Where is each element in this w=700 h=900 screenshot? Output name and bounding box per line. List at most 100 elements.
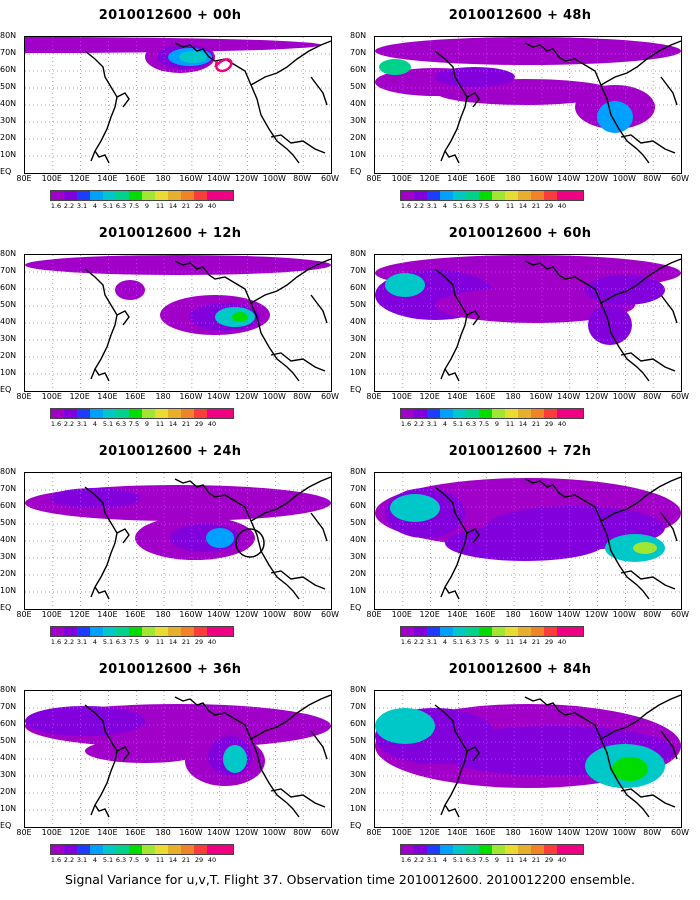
panel-title: 2010012600 + 84h	[448, 662, 592, 677]
colorbar-swatch	[116, 627, 129, 636]
longitude-label: 160W	[529, 828, 553, 837]
longitude-label: 140W	[557, 392, 581, 401]
variance-shading	[435, 67, 515, 87]
colorbar-label: 5.1	[452, 638, 464, 646]
latitude-label: 70N	[350, 484, 367, 493]
colorbar-swatch	[168, 627, 181, 636]
latitude-label: 20N	[0, 351, 17, 360]
latitude-label: 10N	[350, 150, 367, 159]
colorbar-swatch	[116, 845, 129, 854]
latitude-label: 20N	[350, 569, 367, 578]
longitude-label: 80E	[16, 828, 32, 837]
colorbar-label: 4	[442, 856, 448, 864]
colorbar-swatch	[466, 191, 479, 200]
colorbar-label: 7.5	[128, 638, 140, 646]
panel-title: 2010012600 + 48h	[448, 8, 592, 23]
longitude-label: 180	[155, 392, 171, 401]
colorbar-swatch	[466, 409, 479, 418]
longitude-label: 120W	[234, 828, 259, 837]
panel-title: 2010012600 + 24h	[98, 444, 242, 459]
colorbar-swatch	[90, 409, 103, 418]
longitude-label: 140E	[97, 174, 118, 183]
colorbar-label: 2.2	[413, 638, 425, 646]
longitude-label: 120E	[419, 828, 440, 837]
longitude-label: 160W	[179, 174, 203, 183]
colorbar-swatch	[155, 191, 168, 200]
colorbar-label: 4	[92, 638, 98, 646]
latitude-label: 30N	[0, 334, 17, 343]
latitude-label: 60N	[350, 719, 367, 728]
colorbar-swatch	[531, 409, 544, 418]
colorbar-label: 21	[181, 638, 191, 646]
colorbar-label: 11	[505, 856, 515, 864]
colorbar-swatch	[77, 627, 90, 636]
panel-title: 2010012600 + 00h	[98, 8, 242, 23]
map-panel: 2010012600 + 24h 80N 70N 60N 50N 40N 30N 20N 10N…	[0, 444, 340, 649]
colorbar-swatch	[142, 845, 155, 854]
longitude-label: 160W	[179, 392, 203, 401]
colorbar-label: 7.5	[128, 420, 140, 428]
longitude-label: 100W	[612, 610, 636, 619]
colorbar-swatch	[207, 191, 220, 200]
longitude-label: 120W	[584, 174, 609, 183]
colorbar-label: 7.5	[478, 202, 490, 210]
longitude-label: 140E	[97, 828, 118, 837]
variance-shading	[379, 59, 411, 75]
colorbar-swatch	[90, 191, 103, 200]
colorbar-label: 1.6	[400, 638, 412, 646]
colorbar-label: 11	[155, 856, 165, 864]
longitude-label: 80E	[366, 828, 382, 837]
colorbar-label: 40	[207, 420, 217, 428]
colorbar-swatch	[168, 409, 181, 418]
latitude-label: 70N	[350, 48, 367, 57]
coastline	[84, 40, 331, 164]
colorbar-label: 29	[194, 638, 204, 646]
latitude-label: 20N	[350, 787, 367, 796]
colorbar-swatch	[51, 845, 64, 854]
latitude-label: 70N	[0, 484, 17, 493]
coastline	[84, 476, 331, 600]
colorbar-label: 4	[92, 856, 98, 864]
colorbar-label: 4	[442, 202, 448, 210]
colorbar-swatch	[142, 409, 155, 418]
longitude-label: 140E	[97, 610, 118, 619]
colorbar-label: 3.1	[76, 202, 88, 210]
colorbar-swatch	[194, 409, 207, 418]
longitude-label: 160E	[475, 392, 496, 401]
colorbar-label: 4	[92, 202, 98, 210]
colorbar-swatch	[129, 627, 142, 636]
latitude-label: 40N	[0, 535, 17, 544]
colorbar-swatch	[194, 845, 207, 854]
longitude-label: 140E	[447, 392, 468, 401]
colorbar-label: 9	[494, 856, 500, 864]
latitude-label: 50N	[0, 300, 17, 309]
longitude-label: 160E	[475, 610, 496, 619]
colorbar-swatch	[492, 845, 505, 854]
colorbar-label: 21	[181, 420, 191, 428]
latitude-label: 40N	[350, 99, 367, 108]
longitude-label: 80E	[16, 174, 32, 183]
colorbar-label: 14	[518, 202, 528, 210]
colorbar-label: 14	[168, 420, 178, 428]
colorbar-label: 5.1	[452, 202, 464, 210]
colorbar-swatch	[557, 409, 570, 418]
colorbar-label: 14	[168, 202, 178, 210]
map-panel: 2010012600 + 72h 80N 70N 60N 50N 40N 30N 20N 10N…	[350, 444, 690, 649]
colorbar-swatch	[90, 627, 103, 636]
colorbar-swatch	[401, 191, 414, 200]
colorbar-label: 11	[505, 420, 515, 428]
colorbar-swatch	[414, 409, 427, 418]
latitude-label: 40N	[350, 535, 367, 544]
latitude-label: EQ	[0, 167, 12, 176]
longitude-label: 100W	[612, 828, 636, 837]
colorbar-swatch	[414, 191, 427, 200]
latitude-label: 10N	[350, 368, 367, 377]
colorbar-label: 9	[494, 420, 500, 428]
map-area	[374, 472, 682, 610]
colorbar-swatch	[181, 409, 194, 418]
map-area	[374, 690, 682, 828]
colorbar-swatch	[129, 191, 142, 200]
colorbar-label: 7.5	[128, 856, 140, 864]
colorbar-label: 29	[194, 420, 204, 428]
latitude-label: 70N	[0, 266, 17, 275]
